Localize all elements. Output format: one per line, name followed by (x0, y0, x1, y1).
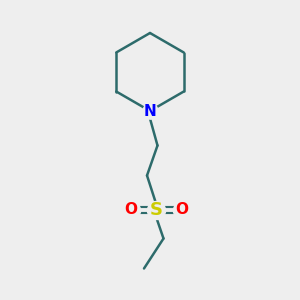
Text: O: O (124, 202, 137, 217)
Text: N: N (144, 103, 156, 118)
Text: O: O (175, 202, 188, 217)
Text: S: S (149, 201, 163, 219)
